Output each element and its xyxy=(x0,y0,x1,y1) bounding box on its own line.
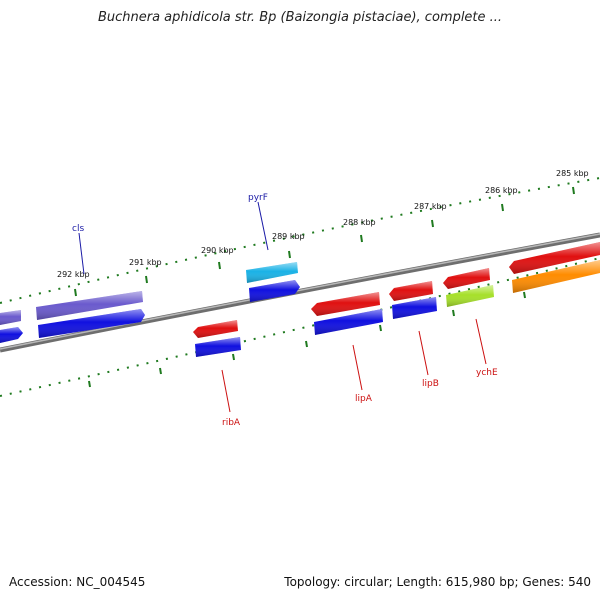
tick-label-286: 286 kbp xyxy=(485,186,518,195)
tick-label-292: 292 kbp xyxy=(57,270,90,279)
forward-genes xyxy=(0,242,600,343)
tick-label-290: 290 kbp xyxy=(201,246,234,255)
gene-pyrF[interactable] xyxy=(246,262,298,283)
gene-blue-cls-pair[interactable] xyxy=(38,309,145,338)
gene-orange-forward-right[interactable] xyxy=(512,260,600,293)
genome-backbone xyxy=(0,232,600,353)
gene-red-forward-right[interactable] xyxy=(509,242,600,274)
gene-lipA[interactable] xyxy=(311,292,380,316)
tick-label-289: 289 kbp xyxy=(272,232,305,241)
label-leader-lines xyxy=(78,201,487,413)
gene-label-pyrF: pyrF xyxy=(248,193,268,203)
tick-label-287: 287 kbp xyxy=(414,202,447,211)
gene-label-ribA: ribA xyxy=(222,418,241,428)
reverse-genes xyxy=(193,268,494,357)
gene-red-ychE-pair[interactable] xyxy=(443,268,490,289)
gene-blue-ribA-pair[interactable] xyxy=(195,337,241,357)
gene-lipB[interactable] xyxy=(389,281,433,301)
gene-label-ychE: ychE xyxy=(476,368,498,378)
gene-violet-left-edge[interactable] xyxy=(0,310,21,325)
gene-label-lipA: lipA xyxy=(355,394,373,404)
inner-tick-ring xyxy=(0,257,600,397)
gene-blue-pyrF-pair[interactable] xyxy=(249,280,300,302)
gene-blue-lipA-pair[interactable] xyxy=(314,309,383,335)
gene-blue-left-edge[interactable] xyxy=(0,327,23,343)
accession-text: Accession: NC_004545 xyxy=(9,575,146,589)
gene-ribA[interactable] xyxy=(193,320,238,338)
gene-ychE[interactable] xyxy=(446,285,494,307)
tick-label-288: 288 kbp xyxy=(343,218,376,227)
gene-label-lipB: lipB xyxy=(422,379,439,389)
outer-tick-ring xyxy=(0,177,600,304)
gene-cls[interactable] xyxy=(36,291,143,320)
tick-label-285: 285 kbp xyxy=(556,169,589,178)
topology-summary: Topology: circular; Length: 615,980 bp; … xyxy=(284,575,591,589)
tick-label-291: 291 kbp xyxy=(129,258,162,267)
gene-blue-lipB-pair[interactable] xyxy=(392,297,437,319)
gene-label-cls: cls xyxy=(72,224,84,234)
map-title: Buchnera aphidicola str. Bp (Baizongia p… xyxy=(97,10,503,25)
